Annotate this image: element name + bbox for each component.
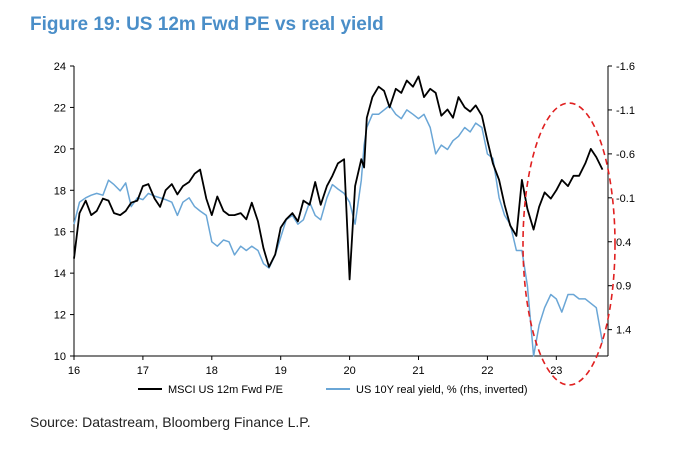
y-left-tick-label: 22 xyxy=(54,102,66,114)
y-left-tick-label: 14 xyxy=(54,268,66,280)
legend-real-yield-label: US 10Y real yield, % (rhs, inverted) xyxy=(356,384,528,396)
y-right-tick-label: 1.4 xyxy=(616,325,631,337)
x-tick-label: 16 xyxy=(68,365,80,377)
figure-title: Figure 19: US 12m Fwd PE vs real yield xyxy=(30,14,384,35)
y-left-tick-label: 18 xyxy=(54,185,66,197)
y-left-tick-label: 16 xyxy=(54,227,66,239)
y-right-tick-label: -1.1 xyxy=(616,105,635,117)
y-right-tick-label: 0.9 xyxy=(616,281,631,293)
x-tick-label: 22 xyxy=(481,365,493,377)
y-right-tick-label: -0.1 xyxy=(616,193,635,205)
x-tick-label: 18 xyxy=(206,365,218,377)
x-tick-label: 23 xyxy=(550,365,562,377)
y-left-tick-label: 24 xyxy=(54,61,66,73)
y-right-tick-label: 0.4 xyxy=(616,237,631,249)
x-tick-label: 20 xyxy=(343,365,355,377)
pe-series-line xyxy=(73,75,604,281)
highlight-ellipse xyxy=(522,102,616,386)
x-tick-label: 19 xyxy=(275,365,287,377)
y-right-tick-label: -0.6 xyxy=(616,149,635,161)
y-left-tick-label: 20 xyxy=(54,144,66,156)
y-right-tick-label: -1.6 xyxy=(616,61,635,73)
y-left-tick-label: 10 xyxy=(54,351,66,363)
axes-layer: 10 12 14 16 18 20 22 24 -1.6 -1.1 -0.6 -0.1 0.4 0.9 1.… xyxy=(54,61,635,377)
real-yield-series-line xyxy=(73,104,604,357)
x-tick-label: 17 xyxy=(137,365,149,377)
y-left-tick-label: 12 xyxy=(54,310,66,322)
series-layer xyxy=(73,75,604,357)
legend-pe-label: MSCI US 12m Fwd P/E xyxy=(168,384,283,396)
source-note: Source: Datastream, Bloomberg Finance L.… xyxy=(30,414,311,430)
legend: MSCI US 12m Fwd P/E US 10Y real yield, % … xyxy=(138,384,528,396)
x-tick-label: 21 xyxy=(412,365,424,377)
